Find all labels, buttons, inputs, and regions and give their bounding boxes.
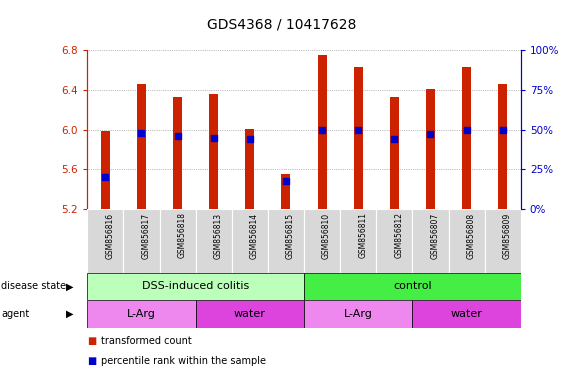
Bar bbox=[159, 209, 196, 273]
Bar bbox=[449, 209, 485, 273]
Text: GSM856808: GSM856808 bbox=[467, 212, 476, 258]
Text: GSM856818: GSM856818 bbox=[177, 212, 186, 258]
Text: ▶: ▶ bbox=[66, 281, 74, 291]
Text: GSM856810: GSM856810 bbox=[322, 212, 331, 258]
Point bbox=[462, 127, 471, 133]
Point bbox=[390, 136, 399, 142]
Bar bbox=[282, 174, 291, 209]
Bar bbox=[426, 89, 435, 209]
Text: control: control bbox=[393, 281, 432, 291]
Point bbox=[173, 133, 182, 139]
Bar bbox=[485, 209, 521, 273]
Text: GSM856812: GSM856812 bbox=[394, 212, 403, 258]
Point bbox=[101, 174, 110, 180]
Bar bbox=[304, 209, 340, 273]
Bar bbox=[232, 209, 268, 273]
Bar bbox=[354, 67, 363, 209]
Bar bbox=[196, 300, 304, 328]
Bar bbox=[304, 300, 412, 328]
Text: GSM856813: GSM856813 bbox=[214, 212, 223, 258]
Bar bbox=[376, 209, 412, 273]
Text: disease state: disease state bbox=[1, 281, 66, 291]
Point bbox=[137, 130, 146, 136]
Bar bbox=[318, 55, 327, 209]
Point bbox=[318, 127, 327, 133]
Bar bbox=[173, 97, 182, 209]
Text: GSM856807: GSM856807 bbox=[431, 212, 440, 259]
Bar bbox=[101, 131, 110, 209]
Bar bbox=[87, 300, 196, 328]
Text: GSM856814: GSM856814 bbox=[250, 212, 259, 258]
Bar bbox=[123, 209, 159, 273]
Bar bbox=[498, 84, 507, 209]
Text: ■: ■ bbox=[87, 356, 96, 366]
Bar bbox=[87, 209, 123, 273]
Point bbox=[498, 127, 507, 133]
Bar bbox=[304, 273, 521, 300]
Bar bbox=[268, 209, 304, 273]
Point bbox=[209, 134, 218, 141]
Text: GSM856809: GSM856809 bbox=[503, 212, 512, 259]
Bar bbox=[390, 97, 399, 209]
Text: percentile rank within the sample: percentile rank within the sample bbox=[101, 356, 266, 366]
Bar bbox=[196, 209, 232, 273]
Bar bbox=[87, 273, 304, 300]
Text: GSM856811: GSM856811 bbox=[358, 212, 367, 258]
Point bbox=[426, 131, 435, 137]
Text: water: water bbox=[450, 309, 482, 319]
Bar bbox=[245, 129, 254, 209]
Bar bbox=[137, 84, 146, 209]
Bar bbox=[340, 209, 376, 273]
Text: GDS4368 / 10417628: GDS4368 / 10417628 bbox=[207, 17, 356, 31]
Text: DSS-induced colitis: DSS-induced colitis bbox=[142, 281, 249, 291]
Text: transformed count: transformed count bbox=[101, 336, 192, 346]
Text: GSM856815: GSM856815 bbox=[286, 212, 295, 258]
Bar bbox=[412, 300, 521, 328]
Text: water: water bbox=[234, 309, 266, 319]
Bar bbox=[462, 67, 471, 209]
Text: L-Arg: L-Arg bbox=[127, 309, 156, 319]
Point bbox=[282, 177, 291, 184]
Text: GSM856817: GSM856817 bbox=[141, 212, 150, 258]
Text: GSM856816: GSM856816 bbox=[105, 212, 114, 258]
Text: ■: ■ bbox=[87, 336, 96, 346]
Point bbox=[354, 127, 363, 133]
Text: ▶: ▶ bbox=[66, 309, 74, 319]
Bar bbox=[209, 94, 218, 209]
Text: agent: agent bbox=[1, 309, 29, 319]
Bar bbox=[412, 209, 449, 273]
Text: L-Arg: L-Arg bbox=[344, 309, 373, 319]
Point bbox=[245, 136, 254, 142]
